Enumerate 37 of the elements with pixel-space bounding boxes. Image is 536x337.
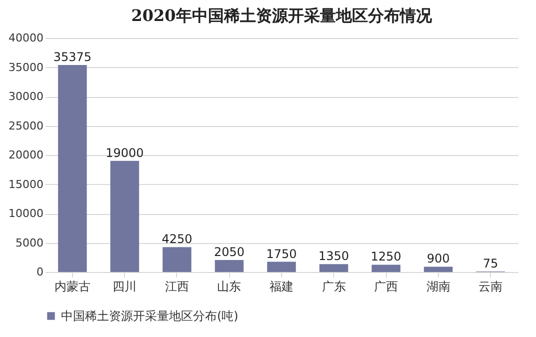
bar xyxy=(162,247,192,272)
x-tick-label: 江西 xyxy=(164,280,189,294)
legend-label: 中国稀土资源开采量地区分布(吨) xyxy=(61,309,238,323)
chart-title: 2020年中国稀土资源开采量地区分布情况 xyxy=(131,6,433,25)
x-tick-label: 湖南 xyxy=(426,280,450,294)
data-label: 4250 xyxy=(162,232,192,246)
bar xyxy=(319,264,348,272)
y-tick-label: 15000 xyxy=(8,178,44,191)
data-label: 1250 xyxy=(370,250,402,264)
bar xyxy=(110,160,140,272)
bar xyxy=(372,264,400,272)
x-tick-label: 福建 xyxy=(270,280,294,294)
bar xyxy=(214,260,244,272)
x-tick-label: 山东 xyxy=(217,280,242,294)
data-label: 75 xyxy=(482,256,498,271)
y-tick-label: 25000 xyxy=(8,119,44,132)
data-label: 2050 xyxy=(214,245,245,260)
data-label: 1750 xyxy=(266,246,297,261)
data-label: 1350 xyxy=(318,249,350,264)
x-tick-label: 内蒙古 xyxy=(54,280,90,294)
data-label: 35375 xyxy=(53,50,92,64)
data-label: 900 xyxy=(426,252,450,266)
x-tick-label: 四川 xyxy=(112,280,137,294)
bar xyxy=(58,65,87,272)
bar xyxy=(267,262,296,272)
y-tick-label: 30000 xyxy=(8,90,44,103)
y-tick-label: 35000 xyxy=(8,60,44,74)
y-tick-label: 0 xyxy=(36,266,44,278)
y-tick-label: 10000 xyxy=(8,207,44,220)
y-tick-label: 5000 xyxy=(16,236,44,250)
bar xyxy=(424,266,453,272)
data-label: 19000 xyxy=(106,146,144,160)
x-tick-label: 广东 xyxy=(322,280,346,294)
y-tick-label: 40000 xyxy=(8,32,44,44)
x-tick-label: 云南 xyxy=(478,280,503,294)
y-tick-label: 20000 xyxy=(8,148,44,162)
x-tick-label: 广西 xyxy=(374,280,398,294)
